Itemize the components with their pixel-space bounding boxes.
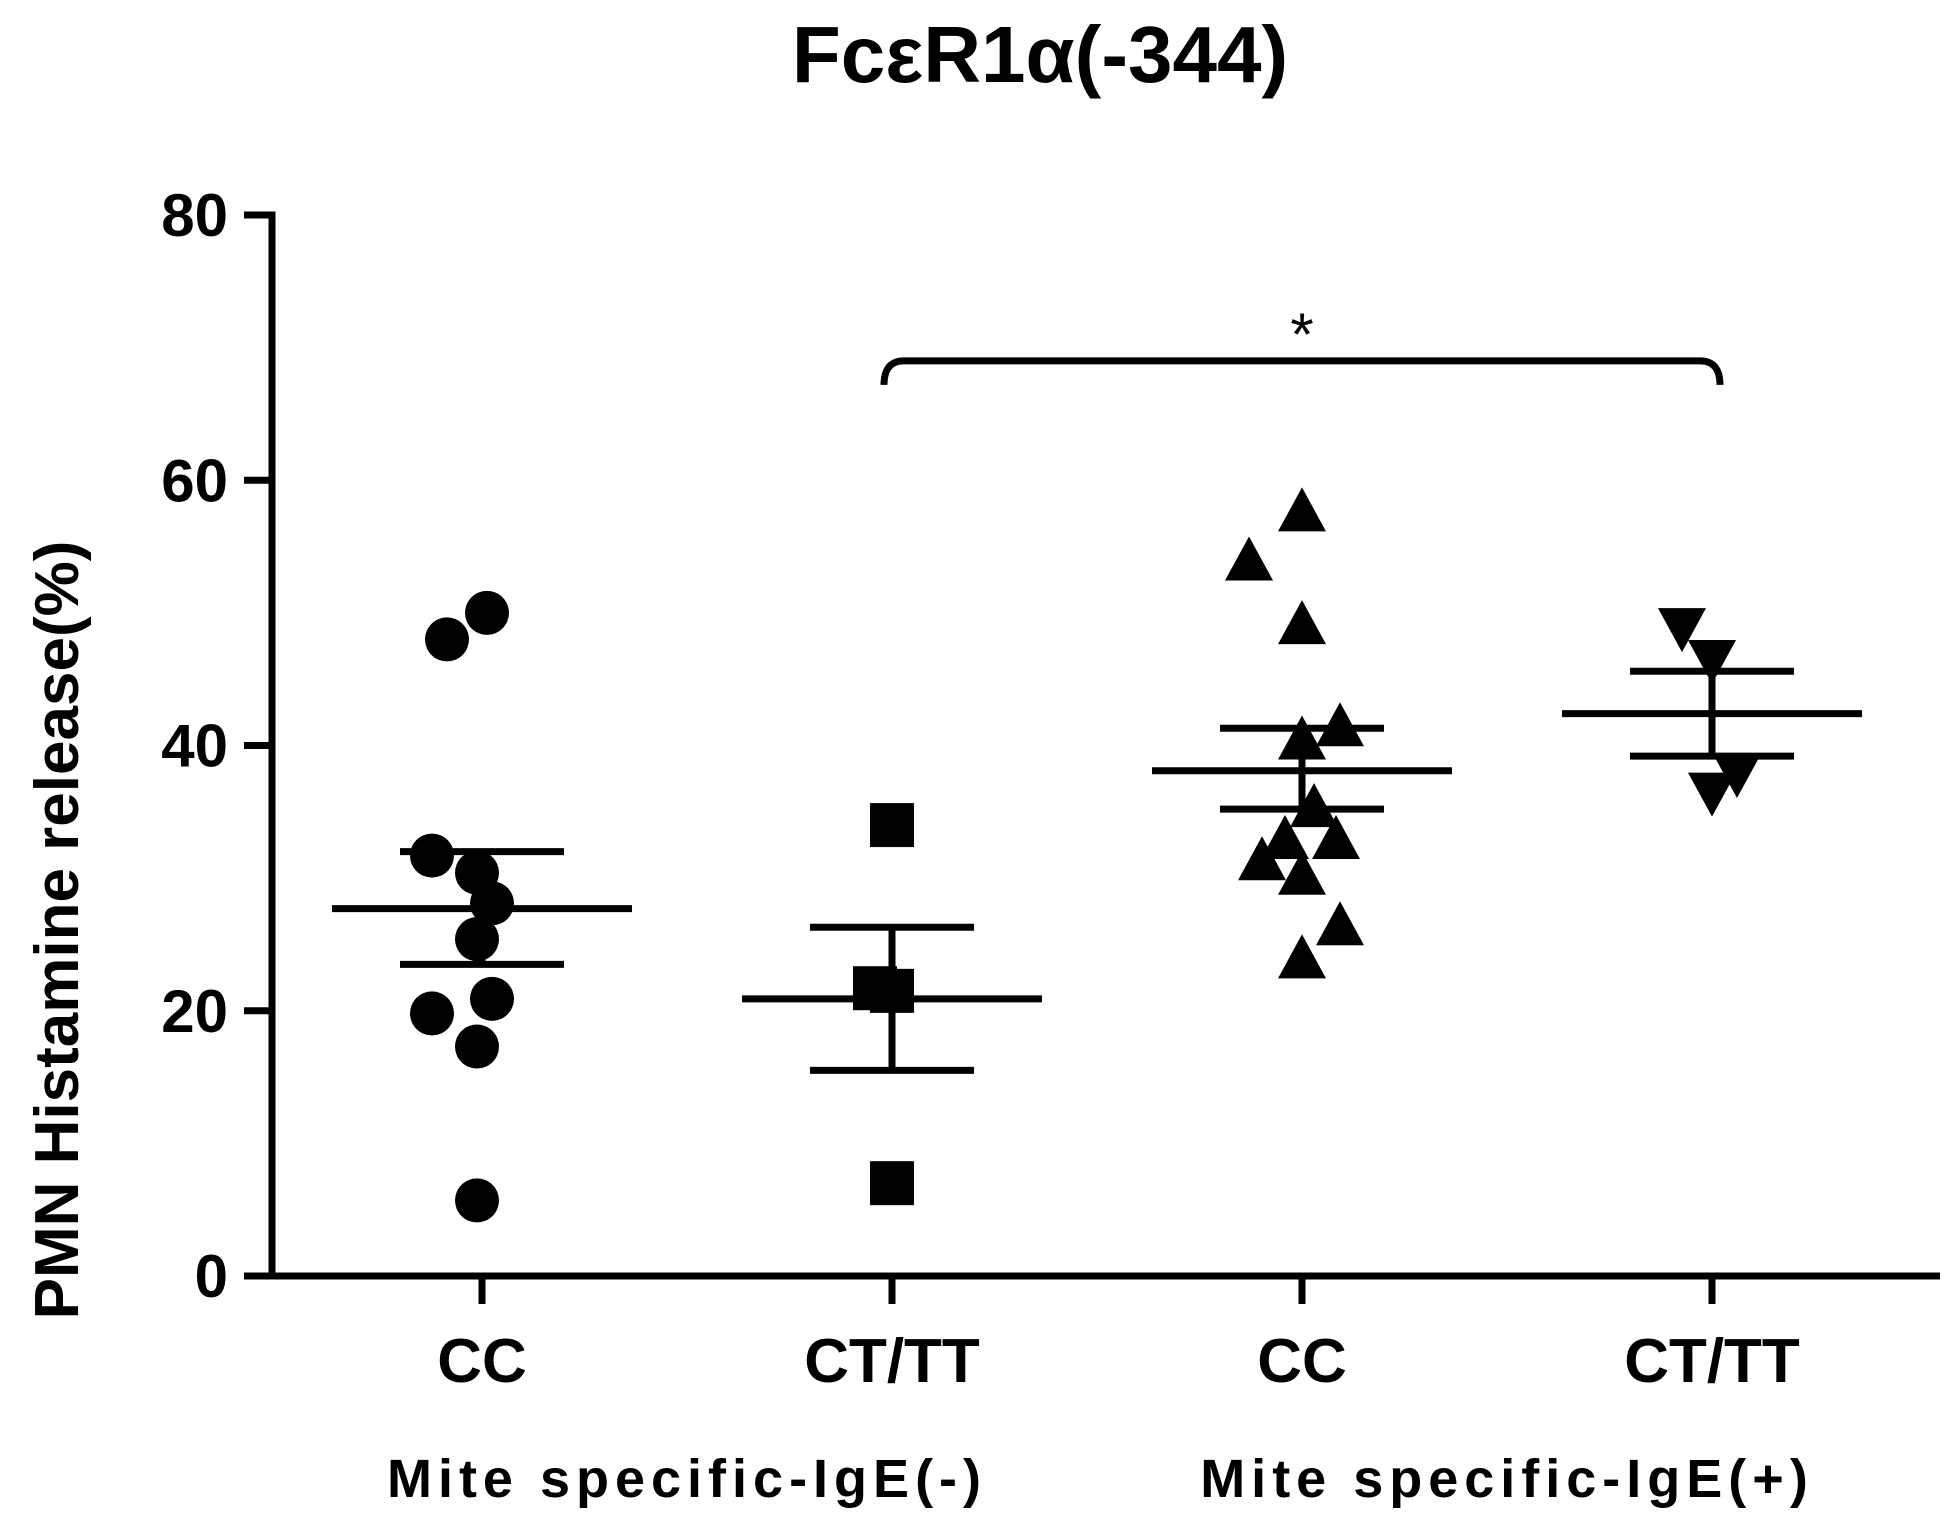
annotations: * [880,301,1724,386]
data-point-triangle-down [1658,608,1706,653]
x-tick-label: CT/TT [1624,1327,1800,1396]
data-point-triangle-up [1225,536,1273,581]
y-tick-label: 60 [161,447,228,514]
y-tick-label: 0 [195,1243,228,1310]
y-tick-label: 40 [161,713,228,780]
data-point-triangle-up [1316,901,1364,946]
data-point-circle [465,590,509,635]
significance-label: * [1290,301,1313,368]
data-point-triangle-up [1278,487,1326,532]
data-point-triangle-up [1278,934,1326,979]
data-point-circle [425,617,469,662]
significance-bracket [880,357,1724,386]
y-axis-label: PMN Histamine release(%) [23,541,92,1320]
data-point-triangle-up [1316,702,1364,747]
data-marks [332,487,1862,1223]
group-label: Mite specific-IgE(+) [1200,1449,1814,1509]
data-point-circle [455,1024,499,1069]
y-tick-label: 20 [161,978,228,1045]
data-point-triangle-down [1688,639,1736,684]
data-point-triangle-down [1688,772,1736,817]
axes: 0 20 40 60 80 CC CT/TT CC CT/TT Mite specific-IgE… [161,182,1940,1509]
data-point-triangle-up [1312,814,1360,859]
data-point-triangle-down [1713,754,1761,799]
data-point-triangle-up [1238,836,1286,881]
chart-title: FcεR1α(-344) [792,10,1288,99]
data-point-triangle-up [1290,783,1338,828]
data-point-circle [470,976,514,1021]
x-tick-label: CC [1257,1327,1347,1396]
data-point-circle [455,1178,499,1223]
data-point-square [870,803,914,848]
data-point-circle [455,917,499,962]
group-label: Mite specific-IgE(-) [387,1449,987,1509]
data-point-circle [410,833,454,878]
x-tick-label: CT/TT [804,1327,980,1396]
data-point-triangle-up [1278,600,1326,645]
data-point-square [870,1161,914,1206]
data-point-triangle-up [1261,814,1309,859]
data-point-triangle-up [1278,850,1326,895]
y-tick-label: 80 [161,182,228,249]
data-point-circle [410,991,454,1036]
x-tick-label: CC [437,1327,527,1396]
